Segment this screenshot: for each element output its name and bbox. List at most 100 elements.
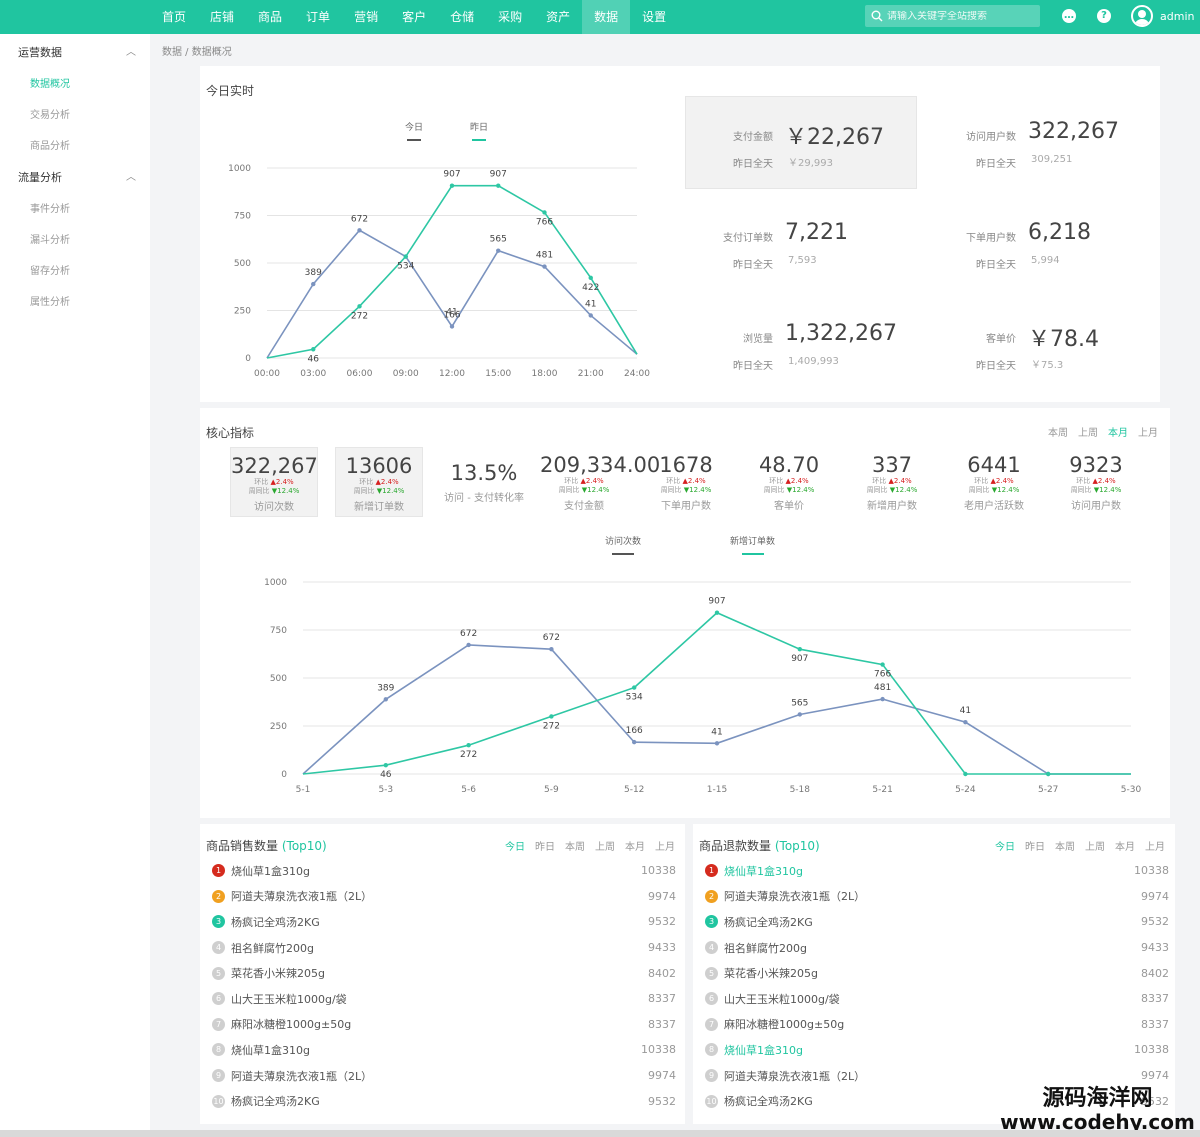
rank-row[interactable]: 7 麻阳冰糖橙1000g±50g 8337 [206, 1012, 676, 1038]
rank-row[interactable]: 6 山大王玉米粒1000g/袋 8337 [206, 986, 676, 1012]
period-tab[interactable]: 上周 [595, 842, 615, 853]
data-point[interactable] [466, 642, 471, 648]
data-point[interactable] [383, 762, 388, 768]
sidebar-item[interactable]: 商品分析 [30, 141, 70, 152]
data-point[interactable] [542, 210, 547, 215]
nav-item[interactable]: 商品 [258, 10, 283, 24]
data-point[interactable] [311, 347, 316, 352]
data-point[interactable] [542, 264, 547, 269]
nav-item[interactable]: 仓储 [450, 10, 475, 24]
nav-item[interactable]: 资产 [546, 10, 571, 24]
nav-item[interactable]: 订单 [306, 10, 331, 24]
rank-row[interactable]: 8 烧仙草1盒310g 10338 [206, 1037, 676, 1063]
rank-row[interactable]: 10 杨疯记全鸡汤2KG 9532 [699, 1088, 1169, 1114]
rank-row[interactable]: 4 祖名鲜腐竹200g 9433 [206, 935, 676, 961]
nav-item[interactable]: 店铺 [210, 10, 235, 24]
user-avatar-icon[interactable] [1131, 5, 1153, 27]
period-tab[interactable]: 昨日 [1025, 842, 1045, 853]
data-point[interactable] [357, 228, 362, 233]
data-point[interactable] [383, 697, 388, 702]
data-point[interactable] [797, 647, 802, 652]
rank-row[interactable]: 2 阿道夫薄泉洗衣液1瓶（2L） 9974 [206, 884, 676, 910]
data-point[interactable] [549, 647, 554, 652]
rank-row[interactable]: 2 阿道夫薄泉洗衣液1瓶（2L） 9974 [699, 884, 1169, 910]
message-icon[interactable]: … [1062, 9, 1076, 23]
data-point[interactable] [357, 304, 362, 309]
data-point[interactable] [466, 743, 471, 748]
period-tab[interactable]: 本月 [625, 842, 645, 853]
data-point[interactable] [449, 183, 455, 188]
sidebar-item[interactable]: 交易分析 [30, 110, 70, 121]
data-point[interactable] [714, 610, 720, 615]
rank-row[interactable]: 9 阿道夫薄泉洗衣液1瓶（2L） 9974 [206, 1063, 676, 1089]
data-point[interactable] [496, 248, 501, 253]
data-point[interactable] [632, 685, 637, 690]
nav-item[interactable]: 营销 [354, 10, 379, 24]
rank-row[interactable]: 1 烧仙草1盒310g 10338 [206, 858, 676, 884]
kpi-card[interactable]: 322,267 环比 ▲2.4% 周同比 ▼12.4% 访问次数 [230, 447, 318, 517]
kpi-card[interactable]: 209,334.00 环比 ▲2.4% 周同比 ▼12.4% 支付金额 [540, 447, 660, 517]
sidebar-item[interactable]: 漏斗分析 [30, 235, 70, 246]
kpi-card[interactable]: 48.70 环比 ▲2.4% 周同比 ▼12.4% 客单价 [745, 447, 833, 517]
period-tab[interactable]: 本周 [565, 842, 585, 853]
data-point[interactable] [403, 254, 408, 259]
period-tab[interactable]: 本月 [1108, 428, 1128, 439]
data-point[interactable] [963, 719, 968, 725]
kpi-card[interactable]: 13606 环比 ▲2.4% 周同比 ▼12.4% 新增订单数 [335, 447, 423, 517]
sidebar-item[interactable]: 属性分析 [30, 297, 70, 308]
horizontal-scrollbar[interactable] [0, 1130, 1200, 1137]
period-tab[interactable]: 今日 [505, 842, 525, 853]
data-point[interactable] [632, 739, 637, 745]
sidebar-item[interactable]: 数据概况 [30, 79, 70, 90]
period-tab[interactable]: 上月 [655, 842, 675, 853]
period-tab[interactable]: 上月 [1138, 428, 1158, 439]
rank-row[interactable]: 7 麻阳冰糖橙1000g±50g 8337 [699, 1012, 1169, 1038]
data-point[interactable] [714, 741, 720, 746]
sidebar-item[interactable]: 事件分析 [30, 204, 70, 215]
sidebar-group-traffic[interactable]: 流量分析 ︿ [0, 162, 150, 194]
data-point[interactable] [588, 275, 593, 281]
search-box[interactable] [865, 5, 1040, 27]
rank-row[interactable]: 10 杨疯记全鸡汤2KG 9532 [206, 1088, 676, 1114]
period-tab[interactable]: 本周 [1048, 428, 1068, 439]
period-tab[interactable]: 昨日 [535, 842, 555, 853]
data-point[interactable] [880, 696, 885, 702]
legend-new-orders[interactable]: 新增订单数 [730, 534, 775, 555]
rank-row[interactable]: 8 烧仙草1盒310g 10338 [699, 1037, 1169, 1063]
data-point[interactable] [311, 281, 316, 287]
nav-item[interactable]: 采购 [498, 10, 523, 24]
data-point[interactable] [1046, 771, 1051, 777]
nav-item[interactable]: 客户 [402, 10, 427, 24]
data-point[interactable] [549, 714, 554, 719]
kpi-card[interactable]: 6441 环比 ▲2.4% 周同比 ▼12.4% 老用户活跃数 [950, 447, 1038, 517]
rank-row[interactable]: 6 山大王玉米粒1000g/袋 8337 [699, 986, 1169, 1012]
rank-row[interactable]: 4 祖名鲜腐竹200g 9433 [699, 935, 1169, 961]
period-tab[interactable]: 上周 [1078, 428, 1098, 439]
legend-today[interactable]: 今日 [405, 120, 423, 141]
period-tab[interactable]: 上月 [1145, 842, 1165, 853]
legend-yesterday[interactable]: 昨日 [470, 120, 488, 141]
data-point[interactable] [797, 712, 802, 717]
data-point[interactable] [880, 662, 885, 667]
kpi-card[interactable]: 9323 环比 ▲2.4% 周同比 ▼12.4% 访问用户数 [1052, 447, 1140, 517]
kpi-card[interactable]: 1678 环比 ▲2.4% 周同比 ▼12.4% 下单用户数 [642, 447, 730, 517]
user-name[interactable]: admin [1160, 10, 1195, 23]
data-point[interactable] [496, 183, 501, 188]
rank-row[interactable]: 5 菜花香小米辣205g 8402 [699, 960, 1169, 986]
help-icon[interactable]: ? [1097, 9, 1111, 23]
rank-row[interactable]: 3 杨疯记全鸡汤2KG 9532 [699, 909, 1169, 935]
period-tab[interactable]: 本周 [1055, 842, 1075, 853]
rank-row[interactable]: 5 菜花香小米辣205g 8402 [206, 960, 676, 986]
sidebar-item[interactable]: 留存分析 [30, 266, 70, 277]
nav-item[interactable]: 首页 [162, 10, 187, 24]
rank-row[interactable]: 3 杨疯记全鸡汤2KG 9532 [206, 909, 676, 935]
rank-row[interactable]: 9 阿道夫薄泉洗衣液1瓶（2L） 9974 [699, 1063, 1169, 1089]
nav-item[interactable]: 设置 [642, 10, 667, 24]
nav-item[interactable]: 数据 [582, 0, 631, 34]
data-point[interactable] [963, 771, 968, 777]
period-tab[interactable]: 上周 [1085, 842, 1105, 853]
legend-visits[interactable]: 访问次数 [605, 534, 641, 555]
search-input[interactable] [887, 10, 1027, 22]
sidebar-group-operations[interactable]: 运营数据 ︿ [0, 37, 150, 69]
data-point[interactable] [449, 324, 455, 329]
